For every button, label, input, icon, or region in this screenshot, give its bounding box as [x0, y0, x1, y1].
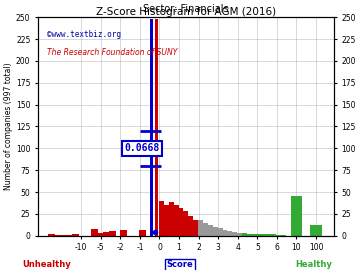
Bar	[242, 233, 247, 236]
Bar	[247, 234, 252, 236]
Bar	[72, 234, 79, 236]
Bar	[208, 225, 213, 236]
Bar	[150, 19, 153, 236]
Bar	[66, 235, 73, 236]
Text: Sector: Financials: Sector: Financials	[143, 4, 229, 14]
Bar	[103, 232, 110, 236]
Bar	[222, 230, 228, 236]
Bar	[281, 235, 286, 236]
Text: Healthy: Healthy	[295, 260, 332, 269]
Bar	[159, 201, 164, 236]
Bar	[179, 208, 184, 236]
Bar	[291, 196, 302, 236]
Bar	[60, 235, 67, 236]
Bar	[169, 202, 174, 236]
Bar	[198, 220, 203, 236]
Bar	[184, 211, 188, 236]
Bar	[252, 234, 257, 236]
Bar	[174, 205, 179, 236]
Text: Score: Score	[167, 260, 193, 269]
Text: 0.0668: 0.0668	[124, 143, 159, 153]
Bar	[310, 225, 322, 236]
Bar	[267, 234, 271, 236]
Bar	[203, 222, 208, 236]
Text: The Research Foundation of SUNY: The Research Foundation of SUNY	[47, 48, 177, 57]
Bar	[54, 235, 61, 236]
Bar	[164, 205, 169, 236]
Bar	[120, 231, 127, 236]
Bar	[97, 233, 104, 236]
Bar	[213, 227, 218, 236]
Bar	[155, 19, 158, 236]
Bar	[262, 234, 267, 236]
Bar	[237, 233, 242, 236]
Bar	[109, 231, 116, 236]
Bar	[276, 235, 281, 236]
Y-axis label: Number of companies (997 total): Number of companies (997 total)	[4, 63, 13, 190]
Bar	[188, 217, 193, 236]
Text: ©www.textbiz.org: ©www.textbiz.org	[47, 31, 121, 39]
Bar	[91, 229, 98, 236]
Title: Z-Score Histogram for AGM (2016): Z-Score Histogram for AGM (2016)	[96, 7, 276, 17]
Bar	[233, 232, 237, 236]
Bar	[48, 234, 55, 236]
Bar	[271, 234, 276, 236]
Bar	[257, 234, 262, 236]
Bar	[218, 228, 222, 236]
Text: Unhealthy: Unhealthy	[22, 260, 71, 269]
Bar	[139, 231, 146, 236]
Bar	[228, 231, 233, 236]
Bar	[193, 220, 198, 236]
